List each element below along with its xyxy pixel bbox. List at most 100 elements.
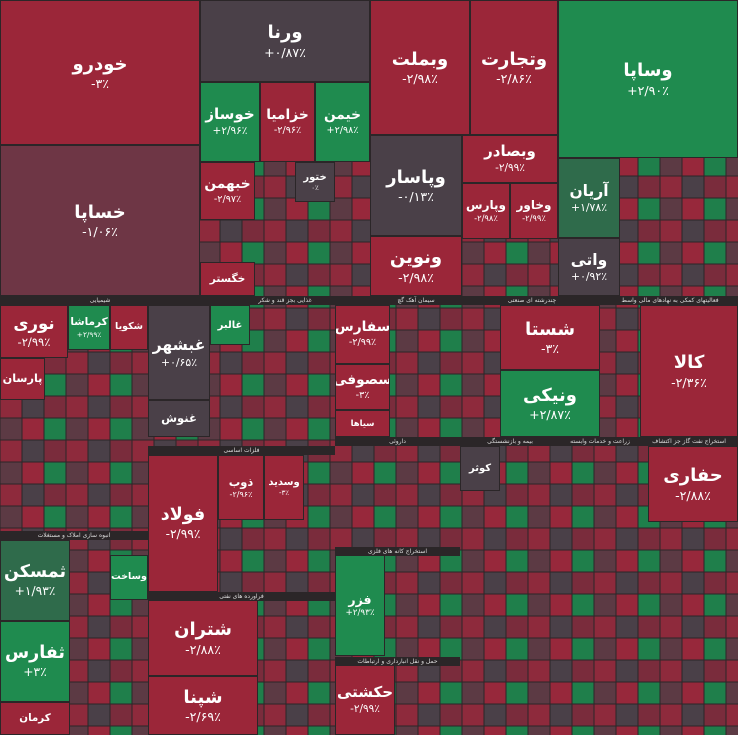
stock-change: +۲/۹۰٪	[627, 82, 669, 98]
stock-name: خودرو	[72, 53, 128, 75]
stock-change: -۰/۱۳٪	[398, 189, 434, 205]
stock-tile: سیاها	[335, 410, 390, 437]
sector-label: حمل و نقل انبارداری و ارتباطات	[335, 657, 460, 666]
sector-label: استخراج کانه های فلزی	[335, 547, 460, 556]
stock-tile: ذوب -۲/۹۶٪	[218, 455, 264, 520]
stock-name: سیاها	[350, 418, 375, 429]
stock-name: ونیکی	[523, 384, 577, 406]
stock-change: +۲/۹۳٪	[345, 607, 375, 618]
sector-label: استخراج نفت گاز جز اکتشاف	[640, 437, 738, 446]
stock-tile: خبهمن -۲/۹۷٪	[200, 162, 255, 220]
stock-tile: شستا -۳٪	[500, 305, 600, 370]
stock-tile: کوثر	[460, 446, 500, 491]
sector-label: فلزات اساسی	[148, 446, 335, 455]
stock-name: خبهمن	[204, 175, 251, 192]
stock-tile: ثمسکن +۱/۹۳٪	[0, 540, 70, 621]
stock-change: -۲/۹۶٪	[273, 124, 302, 136]
stock-name: وتجارت	[480, 48, 548, 70]
stock-name: حکشتی	[336, 683, 394, 702]
stock-name: وبصادر	[484, 142, 536, 161]
stock-name: واتی	[570, 250, 608, 269]
stock-name: پارسان	[2, 371, 43, 385]
sector-label: بیمه و بازنشستگی	[460, 437, 560, 446]
sector-label: فراورده های نفتی	[148, 592, 335, 601]
stock-name: وپارس	[466, 197, 506, 212]
stock-tile: وپاسار -۰/۱۳٪	[370, 135, 462, 236]
stock-name: فزر	[348, 591, 372, 607]
stock-tile: غنوش	[148, 400, 210, 437]
stock-tile: وساپا +۲/۹۰٪	[558, 0, 738, 158]
sector-label: زراعت و خدمات وابسته	[560, 437, 640, 446]
stock-tile: وبصادر -۲/۹۹٪	[462, 135, 558, 183]
stock-tile: کرمان	[0, 702, 70, 735]
stock-tile: حکشتی -۲/۹۹٪	[335, 665, 395, 735]
stock-name: سفارس	[335, 319, 390, 336]
sector-label: سیمان آهک گچ	[370, 296, 462, 305]
stock-tile: غالبر	[210, 305, 250, 345]
stock-change: -۳٪	[90, 76, 110, 92]
stock-tile: وخاور -۲/۹۹٪	[510, 183, 558, 239]
stock-name: وبملت	[391, 48, 449, 70]
stock-name: ذوب	[228, 474, 254, 489]
stock-tile: شکویا	[110, 305, 148, 350]
stock-tile: حفاری -۲/۸۸٪	[648, 446, 738, 522]
stock-tile: فزر +۲/۹۳٪	[335, 555, 385, 656]
stock-change: -۳٪	[355, 389, 370, 401]
stock-change: +۱/۷۸٪	[570, 201, 608, 215]
stock-name: وسدید	[268, 477, 300, 489]
stock-name: غبشهر	[152, 336, 206, 355]
sector-label: غذایی بجز قند و شکر	[200, 296, 370, 305]
stock-tile: ونیکی +۲/۸۷٪	[500, 370, 600, 437]
stock-name: فولاد	[160, 505, 206, 526]
stock-tile: نوری -۲/۹۹٪	[0, 305, 68, 358]
stock-tile: وسدید -۳٪	[264, 455, 304, 520]
stock-name: کوثر	[468, 463, 492, 474]
stock-change: -۲/۹۶٪	[229, 489, 253, 499]
stock-change: -۱/۰۶٪	[82, 224, 118, 240]
stock-change: -۲/۸۸٪	[675, 487, 711, 503]
stock-tile: واتی +۰/۹۲٪	[558, 238, 620, 296]
stock-name: خگستر	[209, 272, 246, 286]
stock-change: +۰/۹۲٪	[570, 270, 608, 284]
stock-name: خزامیا	[266, 106, 309, 123]
stock-change: -۲/۹۸٪	[474, 213, 498, 224]
stock-name: شپنا	[183, 686, 223, 708]
stock-name: آریان	[569, 181, 609, 200]
stock-change: -۲/۹۹٪	[17, 334, 51, 349]
stock-tile: خیمن +۲/۹۸٪	[315, 82, 370, 162]
stock-change: -۲/۹۸٪	[402, 71, 438, 87]
stock-tile: فولاد -۲/۹۹٪	[148, 455, 218, 592]
stock-tile: وتجارت -۲/۸۶٪	[470, 0, 558, 135]
stock-name: وپاسار	[386, 166, 446, 188]
stock-change: -۲/۹۹٪	[495, 161, 525, 174]
stock-change: -۲/۹۷٪	[213, 193, 242, 205]
stock-change: -۲/۸۸٪	[185, 641, 221, 657]
stock-tile: کالا -۲/۳۶٪	[640, 305, 738, 437]
stock-name: شکویا	[115, 321, 143, 333]
stock-change: ۰٪	[311, 183, 319, 192]
stock-tile: وبملت -۲/۹۸٪	[370, 0, 470, 135]
stock-change: +۱/۹۳٪	[14, 583, 56, 598]
stock-change: +۲/۹۹٪	[76, 329, 102, 339]
stock-name: حفاری	[663, 465, 723, 487]
stock-tile: سصوفی -۳٪	[335, 364, 390, 410]
stock-tile: ونوین -۲/۹۸٪	[370, 236, 462, 296]
stock-tile: شپنا -۲/۶۹٪	[148, 676, 258, 735]
stock-name: خساپا	[74, 201, 126, 223]
stock-change: -۲/۸۶٪	[496, 71, 532, 87]
stock-name: غالبر	[217, 319, 243, 331]
stock-change: +۲/۸۷٪	[529, 407, 571, 423]
stock-tile: آریان +۱/۷۸٪	[558, 158, 620, 238]
stock-name: ثفارس	[5, 643, 65, 664]
stock-tile: خودرو -۳٪	[0, 0, 200, 145]
stock-tile: وپارس -۲/۹۸٪	[462, 183, 510, 239]
stock-tile: کرماشا +۲/۹۹٪	[68, 305, 110, 350]
stock-tile: غبشهر +۰/۶۵٪	[148, 305, 210, 400]
stock-change: -۲/۹۸٪	[398, 269, 434, 285]
stock-tile: شتران -۲/۸۸٪	[148, 600, 258, 676]
stock-change: -۲/۹۹٪	[348, 337, 377, 349]
stock-name: وخاور	[516, 197, 552, 212]
stock-change: -۲/۹۹٪	[350, 702, 380, 715]
stock-tile: خگستر	[200, 262, 255, 296]
